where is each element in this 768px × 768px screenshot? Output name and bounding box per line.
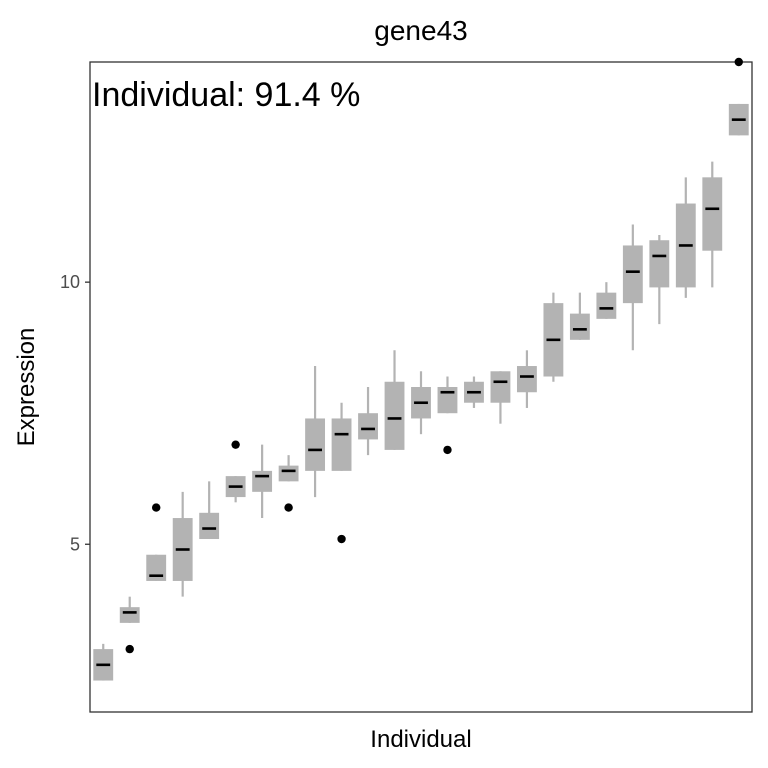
box — [569, 313, 590, 340]
box-group — [172, 491, 193, 597]
box-group — [649, 234, 670, 325]
box-group — [331, 402, 352, 544]
box-group — [464, 376, 484, 408]
box — [146, 554, 167, 581]
outlier-point — [152, 503, 161, 512]
box-group — [305, 366, 326, 498]
box-group — [199, 481, 220, 540]
box — [119, 607, 140, 623]
box-group — [490, 371, 511, 424]
outlier-point — [337, 534, 346, 544]
box-group — [384, 350, 405, 450]
y-axis-title: Expression — [13, 328, 40, 447]
outlier-point — [734, 57, 743, 67]
box-group — [543, 292, 564, 382]
box — [358, 413, 378, 440]
y-tick-label: 5 — [70, 534, 80, 554]
box-group — [119, 596, 140, 654]
box — [649, 240, 670, 288]
box — [278, 465, 299, 482]
box — [384, 381, 405, 450]
box-group — [252, 444, 273, 519]
box-group — [569, 292, 590, 340]
box — [596, 292, 617, 319]
outlier-point — [125, 644, 134, 654]
box — [305, 418, 326, 471]
box — [622, 245, 643, 304]
box-group — [516, 350, 537, 408]
box-group — [437, 376, 458, 455]
box — [490, 371, 511, 403]
box-group — [225, 440, 246, 503]
boxplot-marks — [93, 57, 749, 681]
y-tick-label: 10 — [60, 272, 80, 292]
chart-title: gene43 — [374, 15, 467, 46]
box — [702, 177, 723, 251]
box-group — [358, 387, 378, 456]
percent-annotation: Individual: 91.4 % — [92, 76, 360, 114]
box-group — [728, 57, 749, 136]
box — [516, 366, 537, 393]
outlier-point — [231, 440, 240, 449]
box-group — [411, 371, 431, 435]
box-group — [675, 177, 696, 298]
outlier-point — [443, 445, 452, 455]
box-group — [278, 455, 299, 512]
box-group — [622, 224, 643, 351]
y-axis: 5 10 — [60, 272, 90, 554]
x-axis-title: Individual — [370, 726, 471, 753]
box — [199, 512, 220, 540]
box — [437, 387, 458, 414]
box — [252, 470, 273, 492]
box-group — [146, 503, 167, 581]
box-group — [702, 161, 723, 288]
box-group — [596, 282, 617, 319]
outlier-point — [284, 503, 293, 512]
box-group — [93, 643, 114, 681]
box — [331, 418, 352, 471]
